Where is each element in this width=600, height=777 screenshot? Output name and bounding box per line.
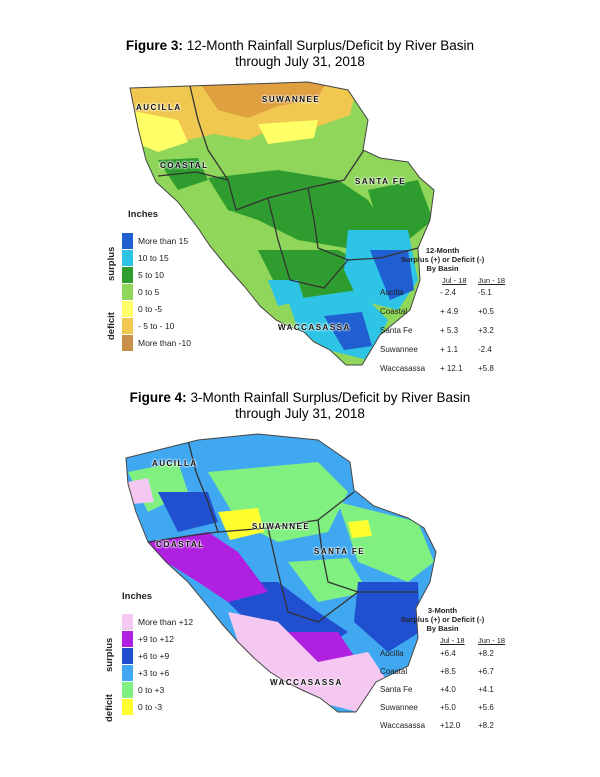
fig4-table-jun-value: +4.1 [478, 685, 494, 694]
figure-4-title: Figure 4: 3-Month Rainfall Surplus/Defic… [0, 390, 600, 422]
fig3-legend-swatch [122, 250, 133, 266]
fig4-table-jun-value: +8.2 [478, 649, 494, 658]
figure-4-title-text: 3-Month Rainfall Surplus/Deficit by Rive… [186, 390, 471, 405]
fig3-table-title-line1: 12-Month [425, 246, 460, 255]
fig4-legend-swatch [122, 665, 133, 681]
fig3-basin-coastal: COASTAL [160, 161, 209, 170]
fig4-basin-suwannee: SUWANNEE [252, 522, 311, 531]
fig3-legend-label: 0 to 5 [138, 287, 160, 297]
fig4-basin-coastal: COASTAL [156, 540, 205, 549]
fig3-table-basin-name: Aucilla [380, 288, 404, 297]
fig4-table-jul-value: +8.5 [440, 667, 456, 676]
fig3-table-basin-name: Waccasassa [380, 364, 426, 373]
fig4-legend-label: +9 to +12 [138, 634, 174, 644]
fig3-table-jul-value: + 12.1 [440, 364, 463, 373]
fig4-basin-santa-fe: SANTA FE [314, 547, 366, 556]
fig4-table-basin-name: Waccasassa [380, 721, 426, 730]
fig4-legend-surplus-label: surplus [104, 637, 115, 672]
fig3-table-title-line3: By Basin [426, 264, 459, 273]
fig4-table-col-jun: Jun - 18 [478, 636, 506, 645]
fig3-legend-label: - 5 to - 10 [138, 321, 175, 331]
fig3-table-jun-value: -5.1 [478, 288, 492, 297]
fig4-legend-swatch [122, 682, 133, 698]
fig3-basin-table: 12-Month Surplus (+) or Deficit (-) By B… [380, 246, 520, 376]
fig3-legend-label: More than -10 [138, 338, 191, 348]
fig4-table-basin-name: Aucilla [380, 649, 404, 658]
fig4-basin-table: 3-Month Surplus (+) or Deficit (-) By Ba… [380, 606, 530, 736]
fig4-table-basin-name: Suwannee [380, 703, 418, 712]
fig3-basin-santa-fe: SANTA FE [355, 177, 407, 186]
fig3-legend-swatch [122, 318, 133, 334]
fig3-table-basin-name: Suwannee [380, 345, 418, 354]
fig4-legend-deficit-label: deficit [104, 694, 115, 722]
figure-3-title-line2: through July 31, 2018 [235, 54, 365, 69]
figure-3-title-number: Figure 3: [125, 38, 183, 53]
fig4-legend-label: 0 to -3 [138, 702, 163, 712]
fig3-table-jul-value: - 2.4 [440, 288, 457, 297]
fig4-basin-aucilla: AUCILLA [152, 459, 198, 468]
fig3-legend-label: 0 to -5 [138, 304, 163, 314]
fig3-legend-swatch [122, 267, 133, 283]
fig3-table-jul-value: + 1.1 [440, 345, 459, 354]
fig4-legend-units: Inches [122, 591, 153, 602]
fig4-table-basin-name: Santa Fe [380, 685, 413, 694]
figure-4-map [118, 432, 443, 722]
fig4-legend-label: More than +12 [138, 617, 194, 627]
fig4-legend-swatch [122, 614, 133, 630]
fig3-legend-label: More than 15 [138, 236, 189, 246]
fig3-table-title-line2: Surplus (+) or Deficit (-) [400, 255, 485, 264]
fig4-table-title-line3: By Basin [426, 624, 459, 633]
fig4-legend-label: +3 to +6 [138, 668, 170, 678]
fig3-basin-suwannee: SUWANNEE [262, 95, 321, 104]
fig3-table-jul-value: + 4.9 [440, 307, 459, 316]
fig3-table-basin-name: Coastal [380, 307, 408, 316]
figure-3-map [118, 80, 443, 375]
fig3-basin-waccasassa: WACCASASSA [278, 323, 351, 332]
fig4-legend-swatch [122, 648, 133, 664]
fig3-legend-surplus-label: surplus [106, 246, 117, 281]
fig3-legend-swatch [122, 301, 133, 317]
fig4-table-title-line2: Surplus (+) or Deficit (-) [400, 615, 485, 624]
fig3-table-title: 12-Month Surplus (+) or Deficit (-) By B… [380, 246, 505, 273]
fig4-table-jun-value: +6.7 [478, 667, 494, 676]
fig3-basin-aucilla: AUCILLA [136, 103, 182, 112]
fig3-table-col-jul: Jul - 18 [442, 276, 467, 285]
fig3-table-jul-value: + 5.3 [440, 326, 459, 335]
fig3-table-jun-value: -2.4 [478, 345, 492, 354]
fig4-legend-swatch [122, 631, 133, 647]
fig4-legend-swatch [122, 699, 133, 715]
fig3-legend-label: 10 to 15 [138, 253, 169, 263]
fig4-table-title-line1: 3-Month [427, 606, 458, 615]
fig3-legend-swatch [122, 233, 133, 249]
fig4-table-jul-value: +6.4 [440, 649, 456, 658]
fig4-table-basin-name: Coastal [380, 667, 408, 676]
fig3-table-jun-value: +0.5 [478, 307, 494, 316]
fig3-legend-label: 5 to 10 [138, 270, 164, 280]
fig4-table-col-jul: Jul - 18 [440, 636, 465, 645]
fig3-legend-deficit-label: deficit [106, 312, 117, 340]
fig4-legend-label: 0 to +3 [138, 685, 165, 695]
figure-4-title-line2: through July 31, 2018 [235, 406, 365, 421]
fig4-legend-label: +6 to +9 [138, 651, 170, 661]
fig3-legend-swatch [122, 284, 133, 300]
fig4-basin-waccasassa: WACCASASSA [270, 678, 343, 687]
fig3-table-jun-value: +3.2 [478, 326, 494, 335]
fig3-legend-units: Inches [128, 209, 159, 220]
fig3-table-basin-name: Santa Fe [380, 326, 413, 335]
figure-3-title: Figure 3: 12-Month Rainfall Surplus/Defi… [0, 38, 600, 70]
fig4-table-jul-value: +5.0 [440, 703, 456, 712]
fig3-table-jun-value: +5.8 [478, 364, 494, 373]
fig4-table-title: 3-Month Surplus (+) or Deficit (-) By Ba… [380, 606, 505, 633]
figure-3-title-text: 12-Month Rainfall Surplus/Deficit by Riv… [182, 38, 475, 53]
fig4-table-jul-value: +12.0 [440, 721, 461, 730]
fig3-table-col-jun: Jun - 18 [478, 276, 506, 285]
fig4-table-jun-value: +8.2 [478, 721, 494, 730]
figure-4-title-number: Figure 4: [129, 390, 187, 405]
fig4-table-jul-value: +4.0 [440, 685, 456, 694]
fig3-legend-swatch [122, 335, 133, 351]
fig4-table-jun-value: +5.6 [478, 703, 494, 712]
